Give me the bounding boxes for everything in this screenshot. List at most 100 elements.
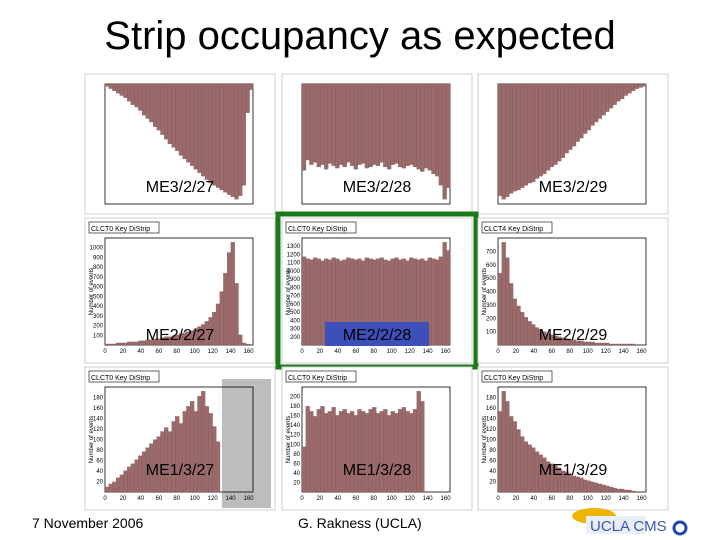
y-tick-label: 100 <box>290 442 301 448</box>
ucla-cms-logo: UCLA CMS <box>572 508 688 536</box>
histogram-bar <box>431 83 436 174</box>
y-tick-label: 120 <box>290 433 301 439</box>
histogram-bar <box>442 242 447 346</box>
histogram-bar <box>612 487 617 493</box>
histogram-bar <box>112 83 117 92</box>
histogram-bar <box>130 463 135 493</box>
histogram-title: CLCT0 Key DiStrip <box>91 375 150 382</box>
y-tick-label: 700 <box>290 294 301 300</box>
histogram-bar <box>398 83 403 168</box>
histogram-bar <box>586 480 591 493</box>
histogram-bar <box>623 343 628 346</box>
histogram-bar <box>394 413 399 493</box>
chamber-label: ME2/2/27 <box>146 327 215 344</box>
histogram-bar <box>212 426 217 493</box>
footer-date: 7 November 2006 <box>32 515 144 531</box>
histogram-bar <box>512 421 517 493</box>
histogram-panel-1: ME3/2/27 <box>84 73 276 215</box>
histogram-bar <box>623 489 628 493</box>
x-tick-label: 60 <box>548 496 555 502</box>
histogram-bar <box>424 83 429 169</box>
histogram-bar <box>201 83 206 177</box>
histogram-panel-9: CLCT0 Key DiStrip 20 40 60 80 100 120 140 160 180… <box>477 366 669 511</box>
histogram-bar <box>446 250 451 346</box>
histogram-bar <box>501 242 506 346</box>
chamber-label: ME1/3/27 <box>146 462 215 479</box>
histogram-bar <box>608 343 614 346</box>
histogram-bar <box>549 83 554 168</box>
histogram-bar <box>545 83 551 171</box>
histogram-bar <box>523 317 529 346</box>
x-tick-label: 120 <box>601 349 612 355</box>
histogram-bar <box>204 406 209 493</box>
histogram-bar <box>320 83 325 165</box>
histogram-bar <box>442 83 447 200</box>
chamber-label: ME2/2/28 <box>343 327 412 344</box>
histogram-bar <box>409 83 414 165</box>
histogram-bar <box>527 444 532 493</box>
x-tick-label: 60 <box>155 349 162 355</box>
histogram-bar <box>372 407 377 493</box>
x-tick-label: 120 <box>208 496 219 502</box>
x-tick-label: 0 <box>103 496 107 502</box>
histogram-bar <box>112 343 117 346</box>
y-tick-label: 40 <box>489 469 496 475</box>
x-tick-label: 20 <box>317 496 324 502</box>
histogram-bar <box>338 83 344 165</box>
histogram-bar <box>178 83 184 156</box>
histogram-bar <box>305 83 310 161</box>
histogram-bar <box>571 83 577 147</box>
histogram-bar <box>186 83 191 163</box>
histogram-bar <box>327 411 332 493</box>
y-tick-label: 300 <box>486 303 497 309</box>
histogram-bar <box>245 343 250 346</box>
histogram-bar <box>612 83 617 105</box>
slide-title: Strip occupancy as expected <box>104 14 616 58</box>
histogram-bar <box>409 413 414 493</box>
histogram-bar <box>178 423 184 493</box>
histogram-bar <box>627 489 632 493</box>
histogram-bar <box>104 83 110 87</box>
histogram-bar <box>346 413 351 493</box>
histogram-bar <box>167 83 172 145</box>
x-tick-label: 120 <box>405 496 416 502</box>
ucla-cms-logo-text: UCLA CMS <box>590 518 667 535</box>
histogram-bar <box>112 481 117 493</box>
histogram-bar <box>171 421 176 493</box>
histogram-bar <box>509 416 514 493</box>
y-tick-label: 400 <box>93 304 104 310</box>
histogram-bar <box>127 341 132 346</box>
histogram-bar <box>579 477 584 493</box>
y-tick-label: 60 <box>96 459 103 465</box>
y-tick-label: 20 <box>489 480 496 486</box>
histogram-bar <box>523 441 529 493</box>
histogram-bar <box>331 407 336 493</box>
y-tick-label: 180 <box>93 396 104 402</box>
histogram-bar <box>642 83 647 87</box>
histogram-bar <box>582 83 588 134</box>
histogram-bar <box>390 83 395 165</box>
y-tick-label: 600 <box>93 285 104 291</box>
y-tick-label: 140 <box>290 423 301 429</box>
histogram-title: CLCT0 Key DiStrip <box>484 375 543 382</box>
histogram-bar <box>405 83 410 166</box>
histogram-bar <box>357 83 362 165</box>
histogram-bar <box>575 476 580 493</box>
histogram-bar <box>324 83 329 170</box>
histogram-bar <box>631 343 636 346</box>
y-tick-label: 60 <box>489 459 496 465</box>
histogram-bar <box>372 83 377 165</box>
histogram-bar <box>594 482 599 493</box>
y-tick-label: 80 <box>293 452 300 458</box>
y-tick-label: 500 <box>93 294 104 300</box>
histogram-bar <box>115 83 121 94</box>
histogram-bar <box>245 83 250 113</box>
y-tick-label: 1000 <box>287 269 301 275</box>
y-tick-label: 180 <box>486 396 497 402</box>
x-tick-label: 160 <box>637 349 648 355</box>
y-tick-label: 1000 <box>90 246 104 252</box>
histogram-bar <box>335 83 340 169</box>
y-tick-label: 40 <box>293 471 300 477</box>
histogram-bar <box>560 83 566 158</box>
